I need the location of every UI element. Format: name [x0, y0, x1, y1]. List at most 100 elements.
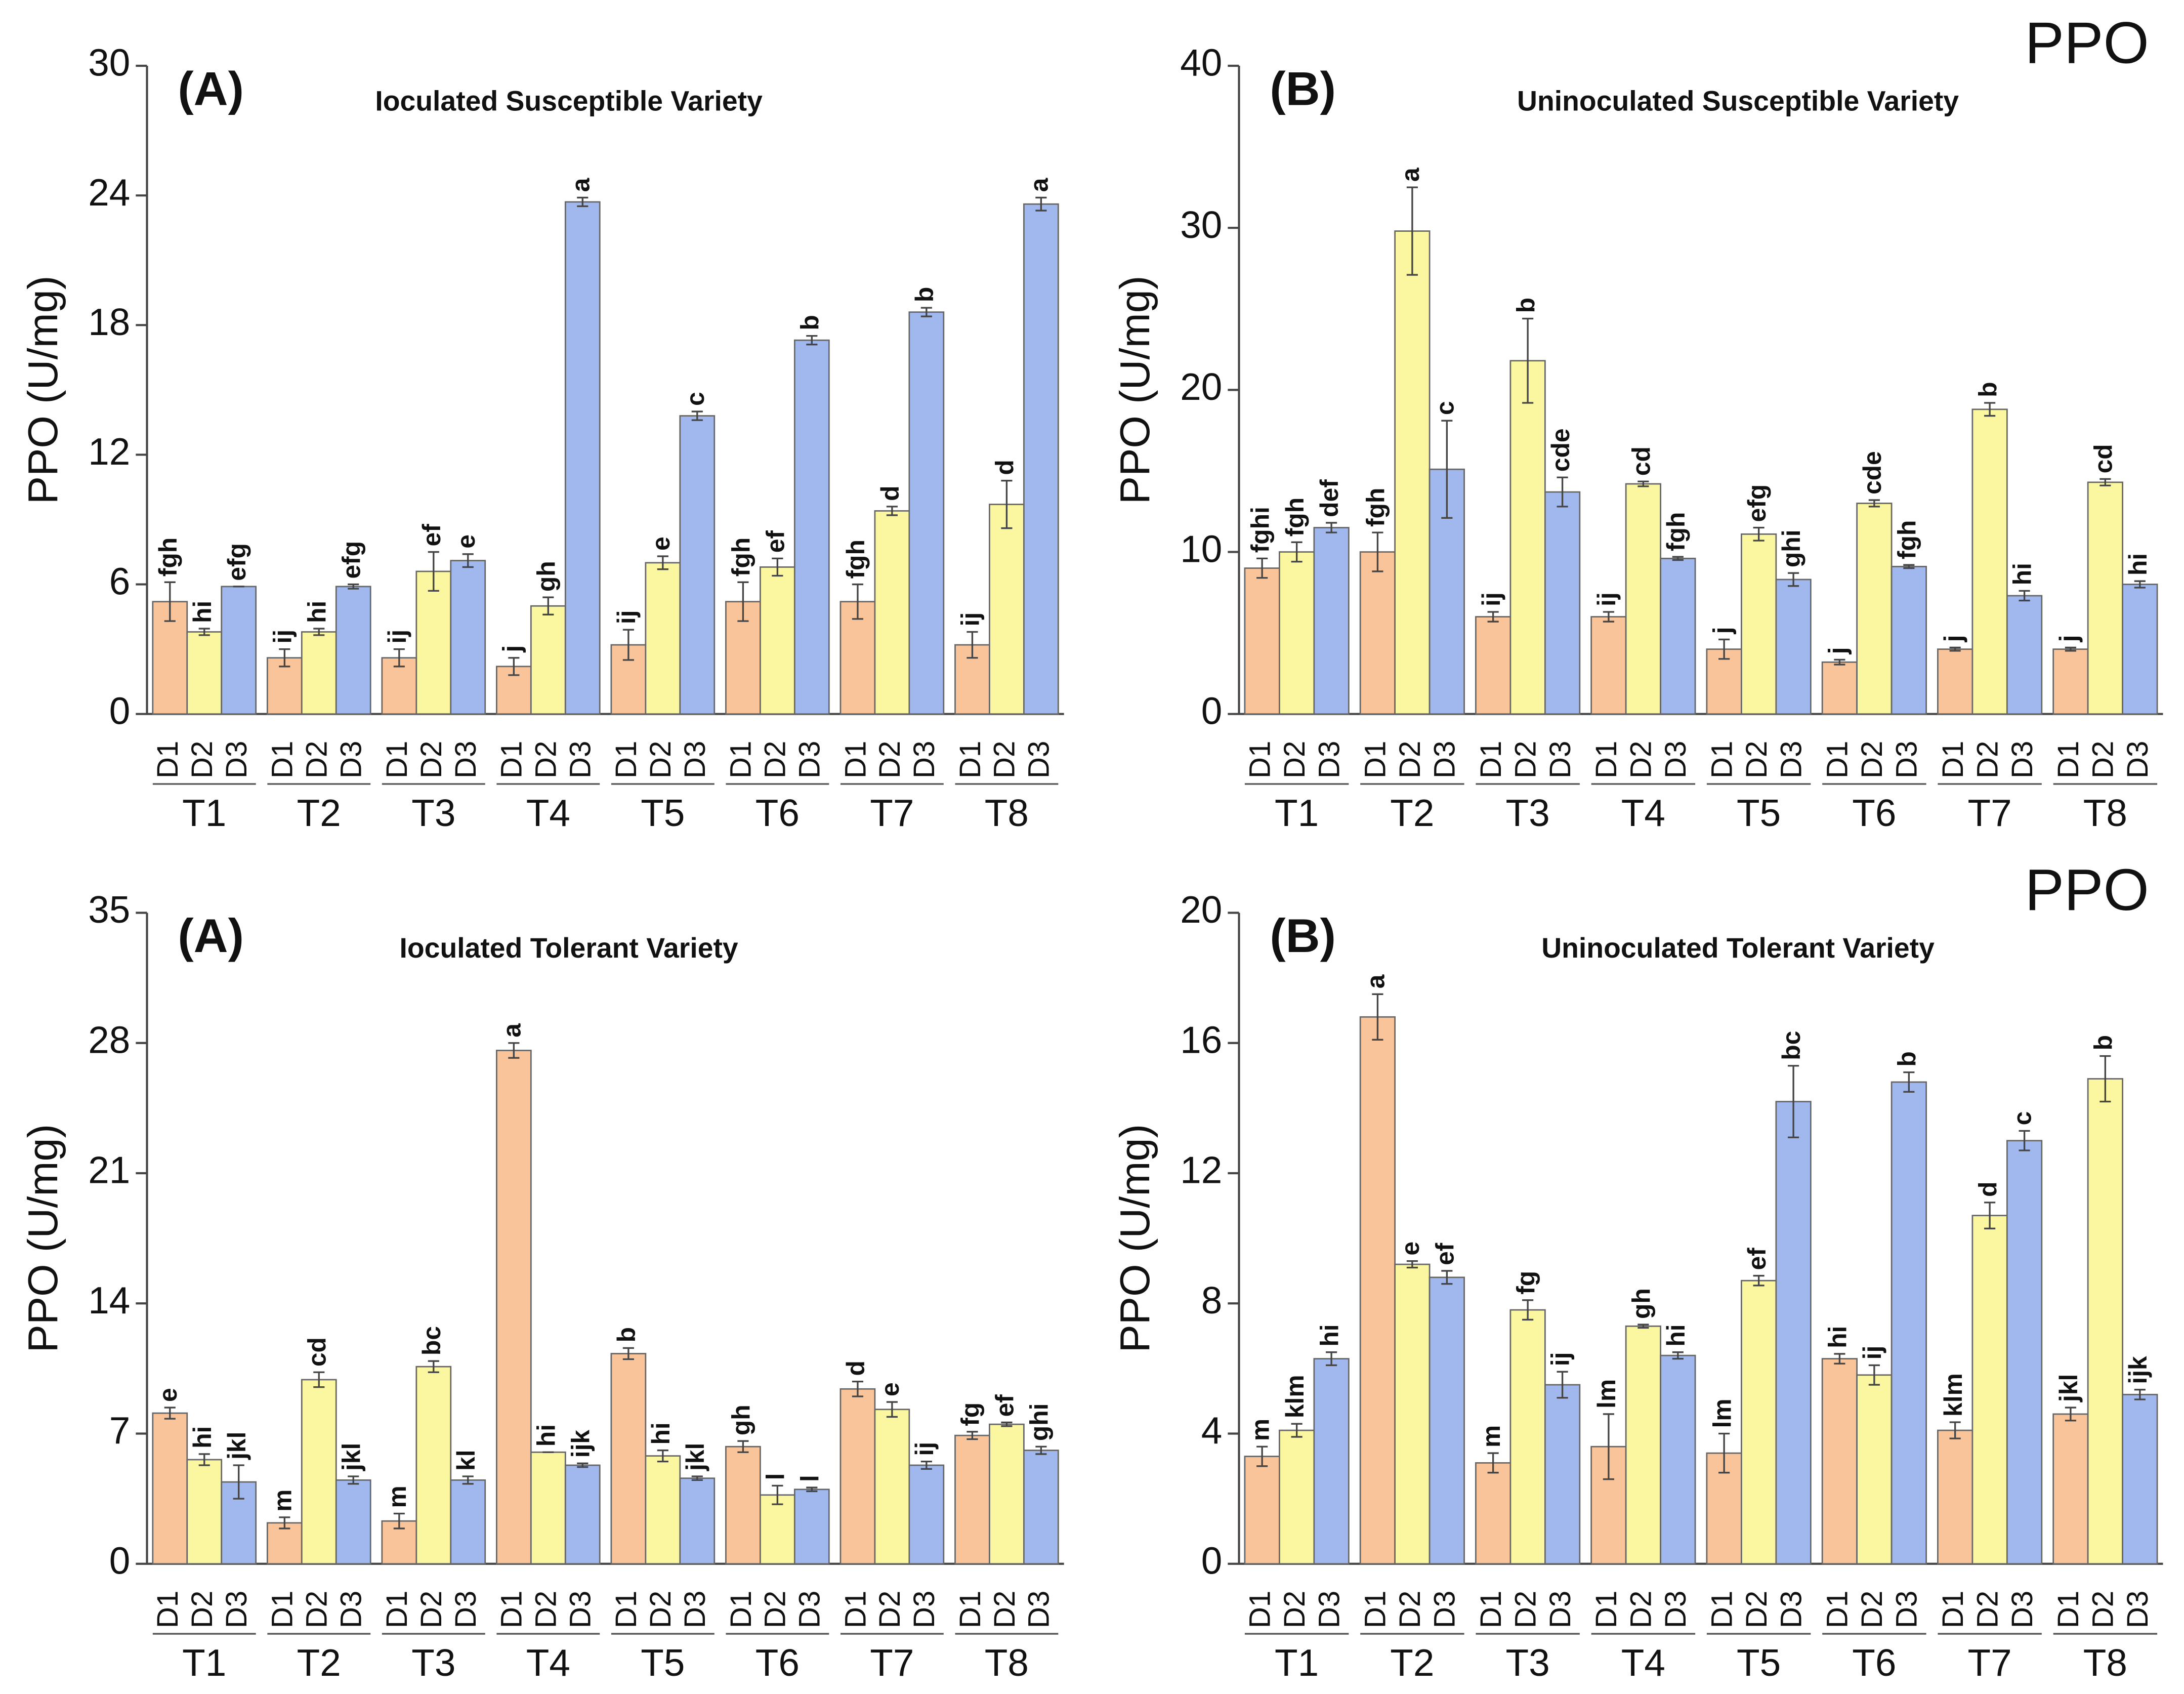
error-bar — [806, 1486, 818, 1493]
bar — [1971, 1215, 2008, 1565]
error-bar — [462, 553, 474, 568]
panel-title: (A) — [178, 62, 244, 115]
bar — [530, 1451, 566, 1565]
series-label: D2 — [1625, 741, 1658, 778]
bar — [793, 1489, 830, 1565]
error-bar — [1291, 1423, 1303, 1438]
significance-letter: cd — [1627, 446, 1656, 476]
error-bar — [313, 1371, 325, 1388]
significance-letter: bc — [1777, 1031, 1805, 1060]
y-axis-label: PPO (U/mg) — [19, 275, 66, 504]
bar — [1891, 565, 1927, 715]
series-label: D1 — [151, 1591, 184, 1628]
bar — [1509, 360, 1546, 715]
bar — [2006, 595, 2043, 715]
bar — [1625, 483, 1661, 715]
significance-letter: hi — [188, 601, 217, 623]
significance-letter: ij — [1592, 592, 1621, 606]
series-label: D3 — [908, 741, 941, 778]
series-label: D2 — [1971, 1591, 2004, 1628]
significance-letter: fg — [956, 1402, 985, 1426]
x-tick-label: T6 — [1852, 792, 1896, 834]
error-bar — [164, 581, 176, 622]
error-bar — [313, 628, 325, 636]
bar — [874, 510, 910, 715]
bar — [221, 586, 257, 715]
y-axis-label: PPO (U/mg) — [1111, 275, 1158, 504]
significance-letter: ef — [417, 524, 446, 547]
significance-letter: j — [1708, 627, 1736, 635]
y-tick-label: 21 — [88, 1149, 130, 1191]
series-label: D1 — [495, 741, 528, 778]
significance-letter: b — [1973, 382, 2002, 397]
significance-letter: lm — [1708, 1398, 1736, 1428]
y-tick-label: 20 — [1180, 365, 1222, 408]
series-label: D3 — [220, 1591, 253, 1628]
x-tick-label: T4 — [526, 1641, 570, 1684]
series-label: D3 — [1544, 1591, 1577, 1628]
significance-letter: jkl — [681, 1443, 709, 1471]
bar — [564, 201, 601, 715]
error-bar — [886, 1401, 898, 1418]
significance-letter: b — [910, 287, 939, 302]
error-bar — [1406, 1260, 1418, 1269]
error-bar — [1753, 526, 1765, 542]
bar — [1359, 1016, 1396, 1565]
significance-letter: b — [612, 1327, 641, 1342]
error-bar — [1326, 1351, 1337, 1367]
significance-letter: l — [795, 1475, 824, 1482]
x-tick-label: T3 — [1506, 1641, 1550, 1684]
series-label: D3 — [2121, 1591, 2154, 1628]
error-bar — [393, 1512, 405, 1530]
error-bar — [279, 648, 290, 668]
x-tick-label: T4 — [1621, 792, 1665, 834]
error-bar — [1001, 1421, 1013, 1427]
series-label: D1 — [1475, 741, 1507, 778]
significance-letter: efg — [223, 543, 251, 581]
significance-letter: e — [452, 534, 480, 549]
error-bar — [1868, 1364, 1880, 1386]
series-label: D1 — [2052, 741, 2085, 778]
x-tick-label: T8 — [2083, 1641, 2127, 1684]
panel-title: (B) — [1270, 62, 1336, 115]
error-bar — [920, 307, 932, 317]
significance-letter: klm — [1281, 1375, 1309, 1418]
bar — [874, 1409, 910, 1565]
series-label: D1 — [1821, 1591, 1854, 1628]
x-tick-label: T5 — [641, 1641, 685, 1684]
significance-letter: fgh — [727, 538, 755, 576]
bar — [1625, 1325, 1661, 1565]
error-bar — [1949, 1421, 1961, 1439]
error-bar — [1603, 1413, 1614, 1480]
bar — [530, 605, 566, 715]
error-bar — [279, 1516, 290, 1530]
bar — [1279, 551, 1315, 715]
series-label: D2 — [1509, 1591, 1542, 1628]
error-bar — [1487, 611, 1499, 623]
error-bar — [428, 1360, 439, 1373]
significance-letter: efg — [337, 541, 365, 579]
error-bar — [2019, 1130, 2030, 1151]
series-label: D1 — [1821, 741, 1854, 778]
series-label: D2 — [1971, 741, 2004, 778]
significance-letter: hi — [647, 1422, 675, 1444]
bar — [1394, 230, 1431, 715]
y-tick-label: 6 — [109, 560, 131, 602]
bar — [989, 504, 1025, 715]
bar — [2122, 1393, 2158, 1565]
y-tick-label: 12 — [88, 430, 130, 473]
bar — [1313, 527, 1350, 715]
bar — [2122, 584, 2158, 715]
error-bar — [1441, 1270, 1453, 1285]
significance-letter: fghi — [1246, 507, 1274, 553]
series-label: D2 — [186, 741, 219, 778]
series-label: D3 — [1023, 741, 1056, 778]
series-label: D2 — [1394, 741, 1426, 778]
series-label: D2 — [2087, 1591, 2120, 1628]
error-bar — [886, 506, 898, 516]
error-bar — [348, 583, 359, 590]
error-bar — [1718, 638, 1730, 660]
significance-letter: a — [498, 1023, 526, 1038]
significance-letter: hi — [188, 1426, 217, 1449]
error-bar — [1637, 1324, 1649, 1329]
